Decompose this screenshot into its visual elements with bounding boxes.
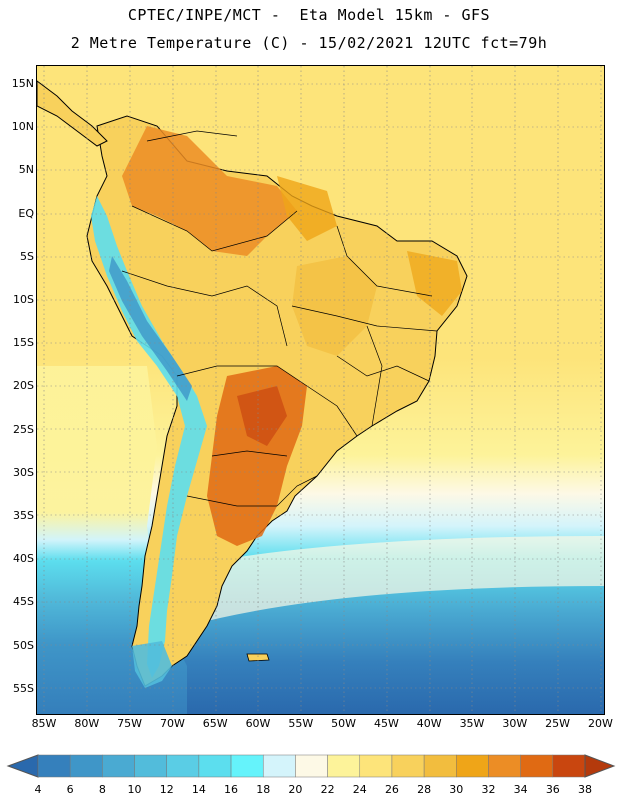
lat-label: 50S (13, 638, 34, 652)
colorbar-bin (520, 754, 554, 778)
lon-label: 60W (245, 717, 271, 730)
hot-region-north (122, 126, 297, 256)
lat-label: 5S (20, 249, 34, 263)
colorbar-label: 20 (288, 783, 303, 796)
falkland-islands (246, 653, 270, 662)
colorbar-label: 26 (384, 783, 399, 796)
colorbar-label: 38 (578, 783, 592, 796)
colorbar-label: 12 (159, 783, 174, 796)
warm-region-guianas (277, 176, 337, 241)
lat-label: EQ (18, 206, 34, 220)
colorbar-bin (262, 754, 296, 778)
colorbar-bin (391, 754, 425, 778)
title-line-2: 2 Metre Temperature (C) - 15/02/2021 12U… (70, 34, 548, 52)
lon-label: 55W (288, 717, 314, 730)
lat-label: 20S (13, 379, 34, 393)
lat-label: 15S (13, 336, 34, 350)
colorbar-label: 28 (417, 783, 432, 796)
colorbar-label: 24 (352, 783, 367, 796)
colorbar-label: 34 (513, 783, 528, 796)
colorbar-bin (552, 754, 586, 778)
lon-label: 45W (373, 717, 399, 730)
colorbar-label: 16 (224, 783, 239, 796)
lon-label: 35W (459, 717, 485, 730)
warm-region-northeast (407, 251, 462, 316)
colorbar-bin (37, 754, 71, 778)
graticule (37, 66, 604, 714)
lat-label: 40S (13, 552, 34, 566)
colorbar-label: 14 (191, 783, 206, 796)
lat-label: 55S (13, 681, 34, 695)
colorbar-bin (198, 754, 232, 778)
colorbar-bin (327, 754, 361, 778)
lon-label: 30W (502, 717, 528, 730)
hottest-core (237, 386, 287, 446)
colorbar-label: 6 (66, 783, 74, 796)
colorbar-bin (134, 754, 167, 778)
caribbean-coast (146, 130, 238, 142)
colorbar (6, 754, 616, 778)
map-canvas (37, 66, 604, 714)
lon-label: 75W (117, 717, 143, 730)
lon-label: 80W (74, 717, 100, 730)
colorbar-label: 36 (545, 783, 560, 796)
colorbar-bin (166, 754, 200, 778)
colorbar-bin (102, 754, 135, 778)
warm-region-central (292, 256, 377, 356)
cool-band (187, 536, 604, 626)
lon-label: 50W (331, 717, 357, 730)
lon-label: 70W (159, 717, 185, 730)
lon-label: 25W (545, 717, 571, 730)
colorbar-label: 18 (256, 783, 271, 796)
colorbar-min-arrow (6, 754, 39, 778)
colorbar-label: 32 (481, 783, 496, 796)
lat-label: 45S (13, 595, 34, 609)
colorbar-label: 4 (34, 783, 42, 796)
colorbar-label: 8 (98, 783, 106, 796)
colorbar-label: 10 (127, 783, 142, 796)
lon-label: 40W (416, 717, 442, 730)
colorbar-max-arrow (584, 754, 616, 778)
colorbar-bin (230, 754, 264, 778)
colorbar-bin (456, 754, 489, 778)
colorbar-bin (488, 754, 521, 778)
colorbar-label: 22 (320, 783, 335, 796)
central-america-land (37, 80, 108, 147)
country-borders (121, 205, 438, 507)
lon-label: 20W (587, 717, 613, 730)
title-line-1: CPTEC/INPE/MCT - Eta Model 15km - GFS (127, 6, 491, 24)
lat-label: 10N (11, 120, 34, 134)
colorbar-label: 30 (449, 783, 464, 796)
lat-label: 30S (13, 465, 34, 479)
lat-label: 35S (13, 509, 34, 522)
lon-label: 65W (202, 717, 228, 730)
temperature-map (36, 65, 605, 715)
lat-label: 5N (18, 163, 34, 177)
colorbar-bin (359, 754, 393, 778)
patagonia-cold (132, 641, 172, 688)
lat-label: 10S (13, 293, 34, 306)
lon-label: 85W (31, 717, 57, 730)
colorbar-bin (295, 754, 328, 778)
lat-label: 15N (11, 77, 34, 90)
andes-cold-strip (91, 196, 207, 678)
colorbar-bin (69, 754, 103, 778)
colorbar-bin (423, 754, 457, 778)
lat-label: 25S (13, 422, 34, 436)
